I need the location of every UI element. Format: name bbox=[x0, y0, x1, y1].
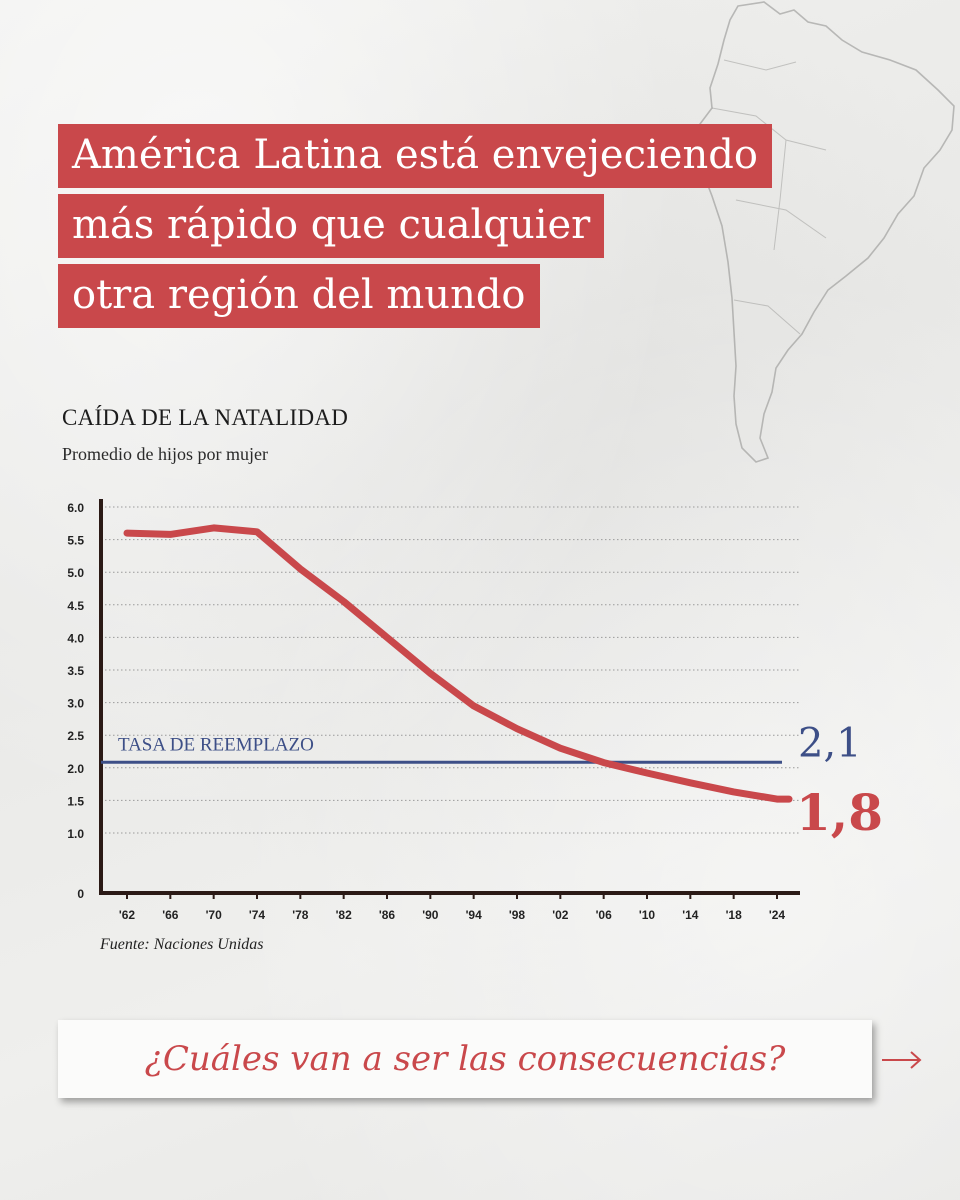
y-tick-label: 2.5 bbox=[67, 729, 84, 743]
x-tick-label: '24 bbox=[769, 908, 786, 922]
y-tick-label: 5.5 bbox=[67, 534, 84, 548]
x-tick-label: '10 bbox=[639, 908, 656, 922]
x-tick-label: '66 bbox=[162, 908, 179, 922]
x-tick-label: '74 bbox=[249, 908, 266, 922]
source-note: Fuente: Naciones Unidas bbox=[100, 936, 264, 953]
x-tick-label: '94 bbox=[466, 908, 483, 922]
x-tick-label: '70 bbox=[206, 908, 223, 922]
y-tick-label: 3.5 bbox=[67, 664, 84, 678]
replacement-rate-label: TASA DE REEMPLAZO bbox=[118, 734, 314, 755]
headline-line: América Latina está envejeciendo bbox=[58, 124, 772, 188]
x-tick-label: '02 bbox=[552, 908, 569, 922]
end-value-label: 1,8 bbox=[796, 783, 883, 842]
y-tick-label: 6.0 bbox=[67, 501, 84, 515]
y-tick-label: 5.0 bbox=[67, 566, 84, 580]
arrow-right-icon[interactable] bbox=[880, 1048, 924, 1072]
cta-text: ¿Cuáles van a ser las consecuencias? bbox=[144, 1039, 786, 1079]
y-tick-label: 2.0 bbox=[67, 762, 84, 776]
x-tick-label: '18 bbox=[726, 908, 743, 922]
x-tick-label: '06 bbox=[596, 908, 613, 922]
chart-title: CAÍDA DE LA NATALIDAD bbox=[62, 405, 349, 430]
y-tick-label: 3.0 bbox=[67, 697, 84, 711]
y-tick-label: 1.0 bbox=[67, 827, 84, 841]
y-tick-label: 0 bbox=[77, 887, 84, 901]
y-tick-label: 4.5 bbox=[67, 599, 84, 613]
headline-line: más rápido que cualquier bbox=[58, 194, 605, 258]
x-tick-label: '14 bbox=[682, 908, 699, 922]
chart-subtitle: Promedio de hijos por mujer bbox=[62, 444, 268, 464]
cta-card[interactable]: ¿Cuáles van a ser las consecuencias? bbox=[58, 1020, 872, 1098]
y-tick-label: 1.5 bbox=[67, 794, 84, 808]
y-tick-label: 4.0 bbox=[67, 631, 84, 645]
x-tick-label: '82 bbox=[336, 908, 353, 922]
headline: América Latina está envejeciendo más ráp… bbox=[58, 124, 772, 334]
x-tick-label: '78 bbox=[292, 908, 309, 922]
x-tick-label: '90 bbox=[422, 908, 439, 922]
fertility-series-line bbox=[123, 524, 793, 803]
x-tick-label: '62 bbox=[119, 908, 136, 922]
x-tick-label: '98 bbox=[509, 908, 526, 922]
replacement-rate-value: 2,1 bbox=[798, 720, 862, 766]
headline-line: otra región del mundo bbox=[58, 264, 540, 328]
x-tick-label: '86 bbox=[379, 908, 396, 922]
